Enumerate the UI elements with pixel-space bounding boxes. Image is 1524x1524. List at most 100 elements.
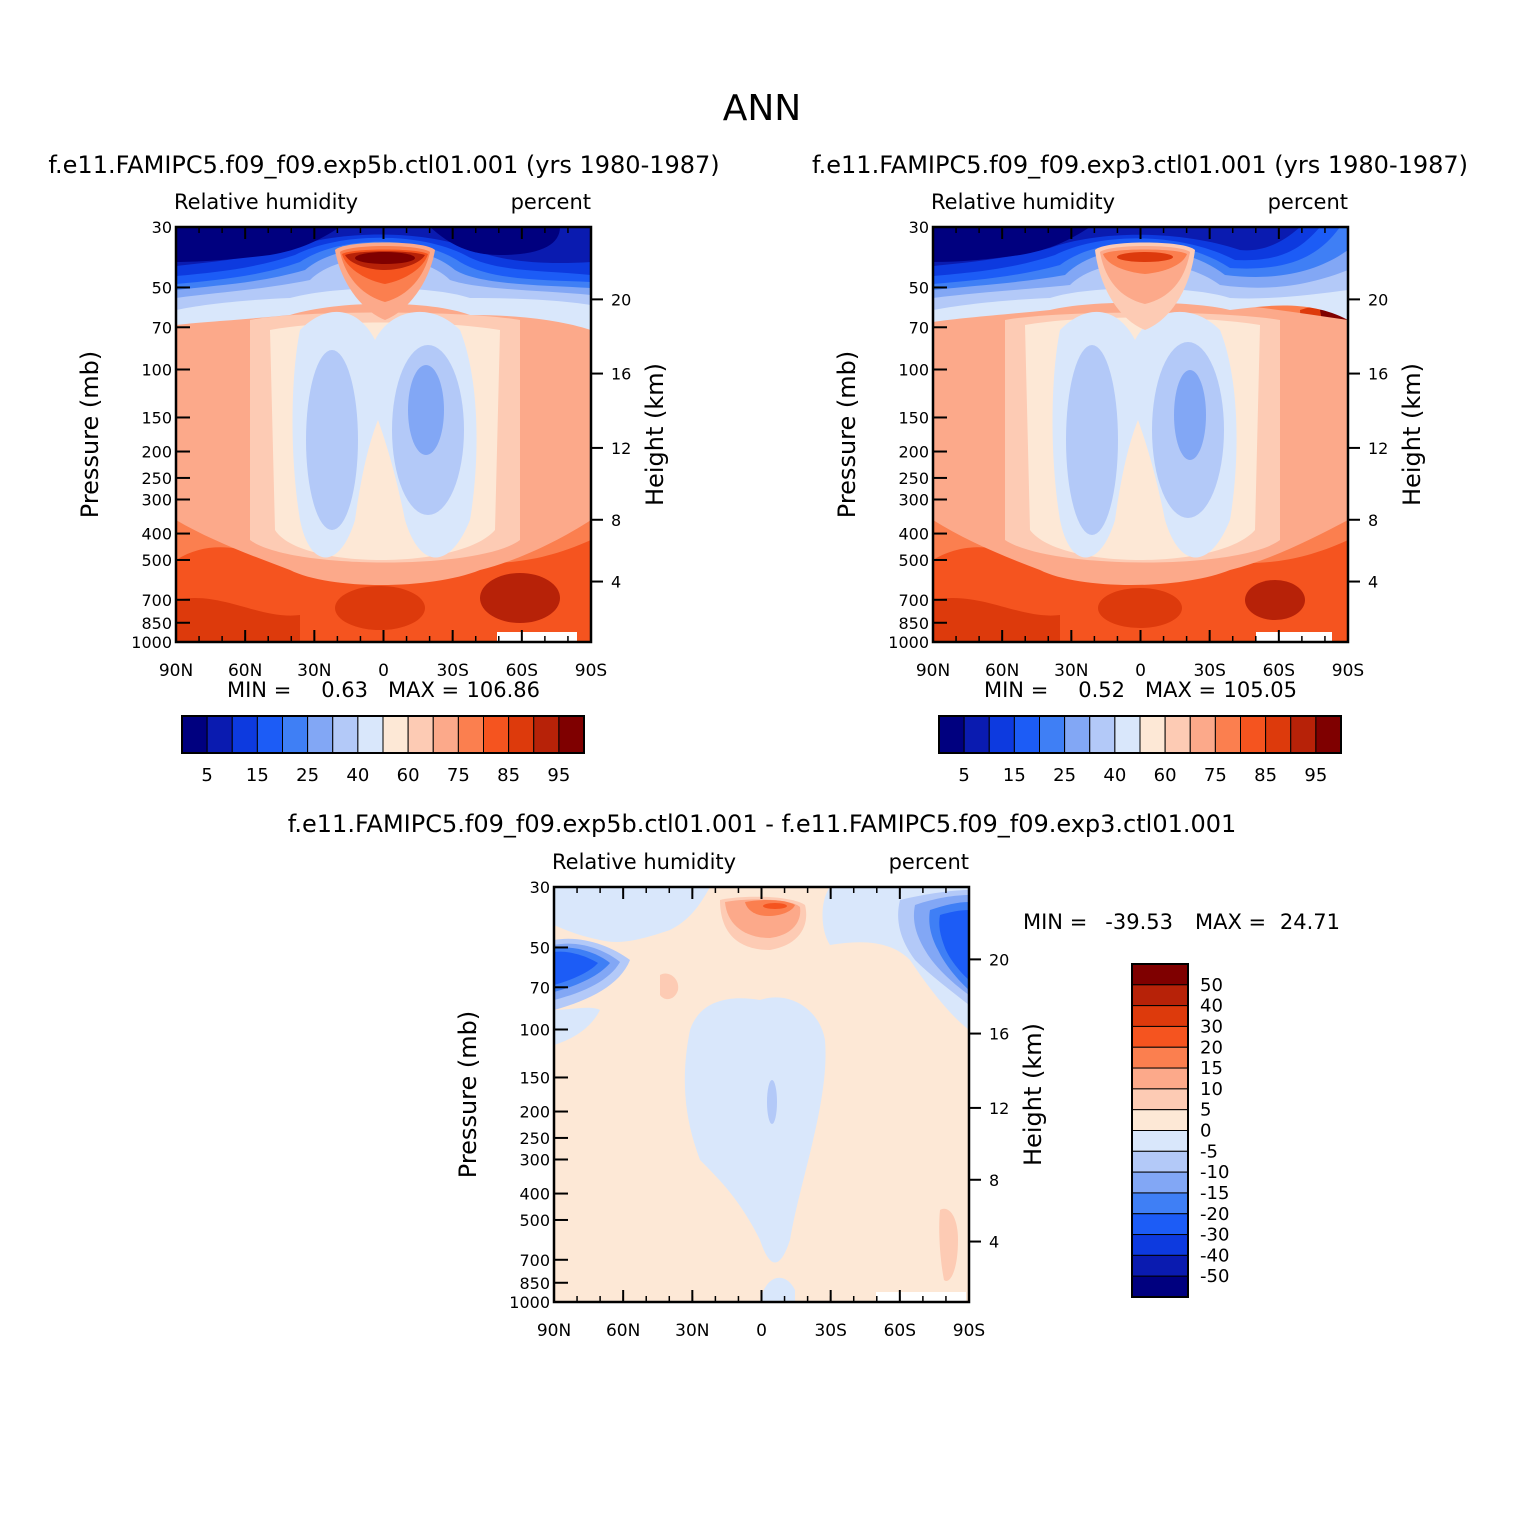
panel-1: f.e11.FAMIPC5.f09_f09.exp5b.ctl01.001 (y… (48, 151, 719, 786)
colorbar-label: 85 (497, 765, 520, 786)
colorbar-box (558, 715, 585, 754)
y-tick-label: 700 (519, 1251, 550, 1270)
y-tick-label: 500 (519, 1211, 550, 1230)
colorbar-box (1114, 715, 1141, 754)
y-tick-label: 850 (519, 1274, 550, 1293)
y-tick-label: 100 (141, 360, 172, 379)
y-tick-label: 250 (519, 1129, 550, 1148)
colorbar-box (1131, 1234, 1189, 1256)
height-tick-label: 12 (989, 1099, 1009, 1118)
colorbar-box (963, 715, 990, 754)
colorbar-label: 60 (397, 765, 420, 786)
colorbar-label: 95 (547, 765, 570, 786)
colorbar-label: 25 (1053, 765, 1076, 786)
x-tick-label: 30S (436, 661, 468, 681)
y-tick-label: 400 (141, 525, 172, 544)
y-tick-label: 250 (141, 469, 172, 488)
panel-2-min-value: 0.52 (1078, 678, 1125, 702)
x-tick-label: 90N (537, 1321, 571, 1341)
x-tick-label: 60N (606, 1321, 640, 1341)
x-tick-label: 0 (756, 1321, 767, 1341)
y-tick-label: 30 (152, 218, 172, 237)
colorbar-label: 95 (1304, 765, 1327, 786)
height-tick-label: 12 (1368, 439, 1388, 458)
y-tick-label: 100 (898, 360, 929, 379)
x-tick-label: 30S (814, 1321, 846, 1341)
height-tick-label: 8 (611, 511, 621, 530)
colorbar-label: -20 (1200, 1204, 1229, 1225)
y-tick-label: 250 (898, 469, 929, 488)
x-tick-label: 0 (378, 661, 389, 681)
panel-1-max-value: 106.86 (467, 678, 540, 702)
panel-3-min-value: -39.53 (1105, 910, 1173, 934)
colorbar-box (1013, 715, 1040, 754)
x-tick-label: 30S (1193, 661, 1225, 681)
colorbar-box (1131, 1150, 1189, 1173)
panel-3-title: f.e11.FAMIPC5.f09_f09.exp5b.ctl01.001 - … (288, 810, 1237, 838)
panel-3-field (554, 887, 969, 1302)
colorbar-box (1064, 715, 1091, 754)
y-tick-label: 200 (898, 443, 929, 462)
colorbar-box (432, 715, 459, 754)
panel-2-left-label: Relative humidity (931, 190, 1115, 214)
panel-1-max-label: MAX = (388, 678, 459, 702)
colorbar-box (1265, 715, 1292, 754)
colorbar-box (231, 715, 258, 754)
x-tick-label: 30N (297, 661, 331, 681)
y-tick-label: 150 (141, 408, 172, 427)
y-tick-label: 70 (152, 318, 172, 337)
x-tick-label: 60S (884, 1321, 916, 1341)
colorbar-box (1131, 1213, 1189, 1236)
colorbar-label: -40 (1200, 1245, 1229, 1266)
height-tick-label: 20 (989, 950, 1009, 969)
panel-2-title: f.e11.FAMIPC5.f09_f09.exp3.ctl01.001 (yr… (812, 151, 1468, 179)
y-tick-label: 200 (141, 443, 172, 462)
y-tick-label: 150 (898, 408, 929, 427)
y-tick-label: 50 (909, 278, 929, 297)
y-axis-label: Pressure (mb) (76, 351, 104, 518)
colorbar-label: 60 (1154, 765, 1177, 786)
colorbar-label: 15 (1200, 1058, 1223, 1079)
colorbar-label: 15 (246, 765, 269, 786)
panel-1-colorbar: 5 15 25 40 60 75 85 95 (181, 715, 585, 786)
panel-2-max-label: MAX = (1145, 678, 1216, 702)
colorbar-box (1214, 715, 1241, 754)
y-tick-label: 400 (898, 525, 929, 544)
y-tick-label: 50 (152, 278, 172, 297)
panel-3-min-label: MIN = (1023, 910, 1087, 934)
panel-2-right-label: percent (1268, 190, 1348, 214)
colorbar-label: -5 (1200, 1141, 1218, 1162)
y-tick-label: 850 (898, 614, 929, 633)
colorbar-box (988, 715, 1015, 754)
colorbar-box (1240, 715, 1267, 754)
y-tick-label: 200 (519, 1103, 550, 1122)
y-tick-label: 150 (519, 1068, 550, 1087)
colorbar-label: 5 (1200, 1100, 1211, 1121)
colorbar-box (206, 715, 233, 754)
colorbar-box (256, 715, 283, 754)
x-tick-label: 0 (1135, 661, 1146, 681)
colorbar-box (1131, 1192, 1189, 1215)
colorbar-label: 30 (1200, 1016, 1223, 1037)
panel-3-max-value: 24.71 (1280, 910, 1340, 934)
colorbar-label: -10 (1200, 1162, 1229, 1183)
panel-2-colorbar: 5 15 25 40 60 75 85 95 (938, 715, 1342, 786)
colorbar-frame (938, 715, 1342, 754)
colorbar-box (407, 715, 434, 754)
x-tick-label: 30N (1054, 661, 1088, 681)
panel-3-max-label: MAX = (1195, 910, 1266, 934)
panel-1-right-label: percent (511, 190, 591, 214)
colorbar-box (1131, 963, 1189, 986)
y-tick-label: 100 (519, 1020, 550, 1039)
y-tick-label: 1000 (888, 633, 929, 652)
x-tick-label: 60S (1263, 661, 1295, 681)
colorbar-label: 15 (1003, 765, 1026, 786)
colorbar-box (1164, 715, 1191, 754)
height-tick-label: 4 (989, 1233, 999, 1252)
main-title: ANN (723, 88, 802, 129)
colorbar-label: -30 (1200, 1225, 1229, 1246)
colorbar-label: 50 (1200, 975, 1223, 996)
colorbar-box (382, 715, 409, 754)
